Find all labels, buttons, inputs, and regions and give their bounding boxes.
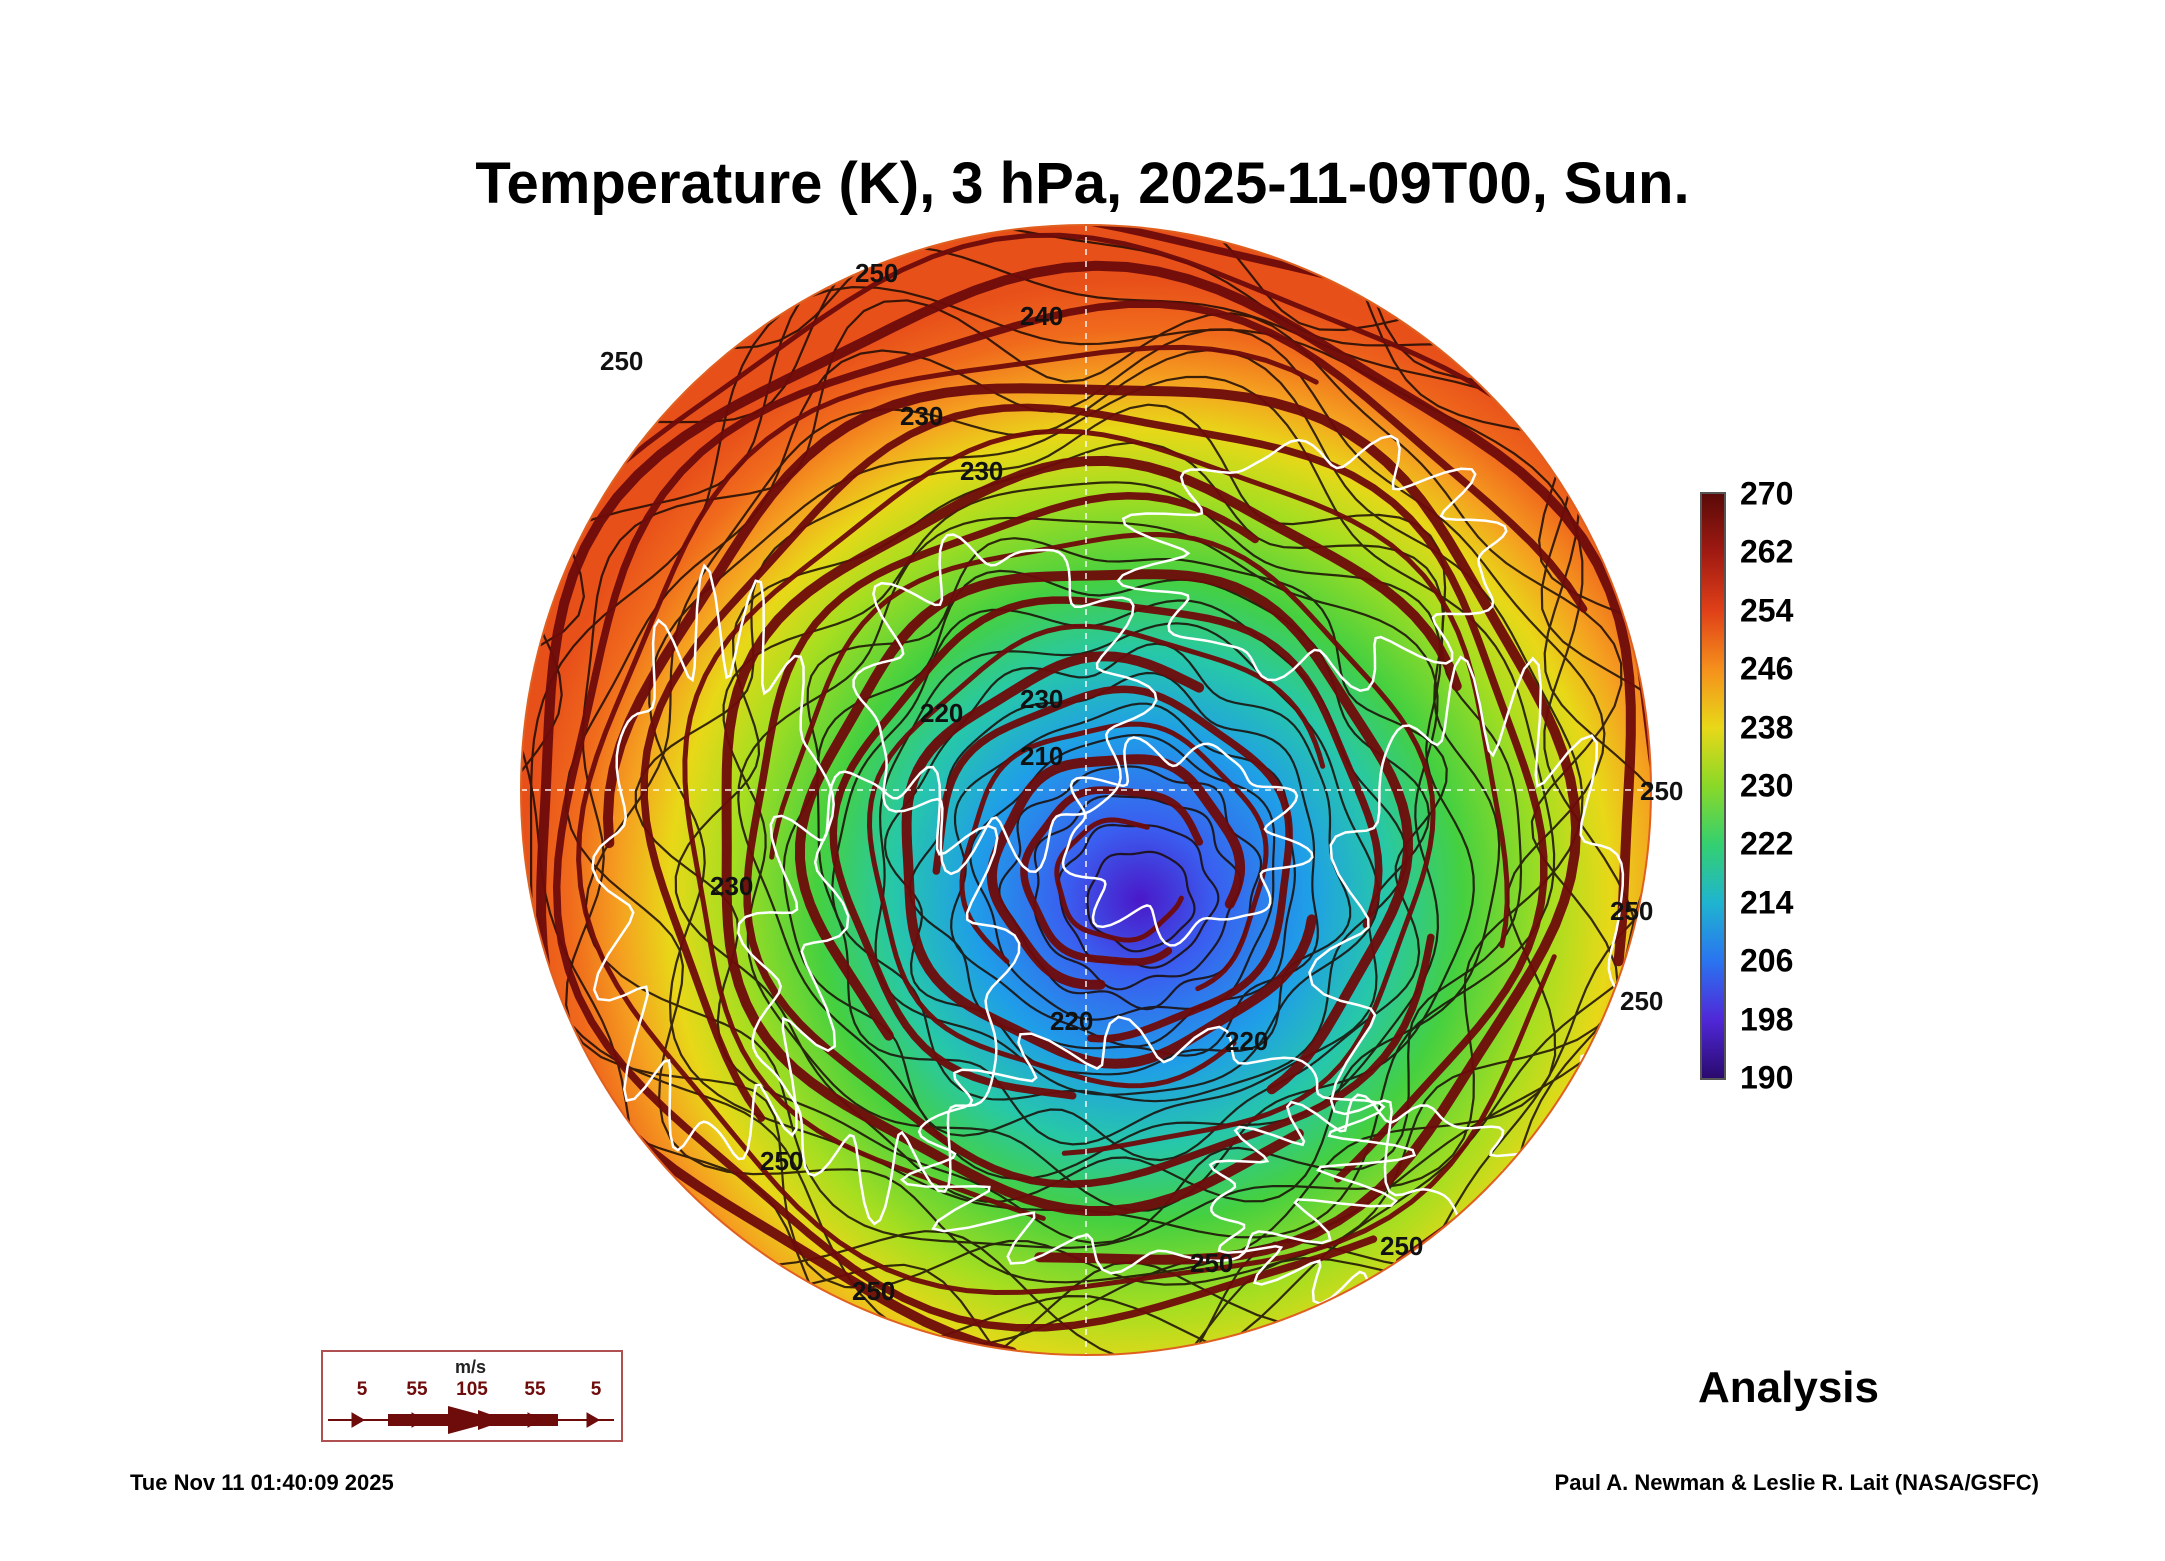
colorbar-tick-label: 214 xyxy=(1740,884,1794,921)
temperature-contour xyxy=(908,671,1319,1057)
wind-legend-unit: m/s xyxy=(455,1357,487,1377)
contour-label: 250 xyxy=(1640,776,1683,806)
footer-credit: Paul A. Newman & Leslie R. Lait (NASA/GS… xyxy=(1554,1470,2039,1495)
contour-label: 250 xyxy=(760,1146,803,1176)
wind-streamline xyxy=(1054,817,1184,943)
coastline xyxy=(1116,434,1508,693)
contour-label: 250 xyxy=(1610,896,1653,926)
wind-streamline xyxy=(743,491,1435,1189)
coastline xyxy=(900,1015,1417,1275)
map-title: Temperature (K), 3 hPa, 2025-11-09T00, S… xyxy=(475,151,1690,216)
footer-timestamp: Tue Nov 11 01:40:09 2025 xyxy=(130,1470,394,1495)
contour-label: 210 xyxy=(1020,741,1063,771)
wind-streamline xyxy=(576,344,1557,1296)
contour-label: 250 xyxy=(600,346,643,376)
wind-streamline xyxy=(829,596,1383,1100)
globe-rim xyxy=(520,224,1652,1356)
temperature-contour xyxy=(648,375,1556,1239)
contour-label: 250 xyxy=(855,258,898,288)
wind-streamline xyxy=(866,623,1326,1089)
contour-label: 250 xyxy=(852,1276,895,1306)
colorbar-tick-label: 270 xyxy=(1740,475,1794,512)
wind-streamline xyxy=(959,721,1269,992)
contour-label: 220 xyxy=(920,698,963,728)
wind-streamline xyxy=(986,754,1246,990)
wind-streamline xyxy=(721,455,1462,1217)
analysis-label: Analysis xyxy=(1698,1363,1879,1412)
contour-label: 220 xyxy=(1225,1026,1268,1056)
temperature-contour xyxy=(1033,794,1242,991)
wind-streamline xyxy=(602,383,1582,1265)
wind-legend-label: 5 xyxy=(356,1379,368,1400)
contour-label: 240 xyxy=(1020,301,1063,331)
colorbar-tick-label: 222 xyxy=(1740,825,1794,862)
contour-label: 230 xyxy=(960,456,1003,486)
colorbar-tick-label: 238 xyxy=(1740,709,1794,746)
coastline xyxy=(736,765,1021,1226)
temperature-contour xyxy=(883,642,1352,1076)
wind-streamline xyxy=(552,300,1588,1332)
colorbar-tick-label: 198 xyxy=(1740,1001,1794,1038)
temperature-contour xyxy=(564,299,1623,1290)
wind-streamline xyxy=(1020,786,1204,966)
wind-legend-label: 5 xyxy=(590,1379,602,1400)
contour-label: 220 xyxy=(1050,1006,1093,1036)
colorbar-tick-label: 246 xyxy=(1740,650,1794,687)
wind-legend-label: 55 xyxy=(406,1379,428,1400)
colorbar-tick-label: 206 xyxy=(1740,942,1794,979)
coastline xyxy=(591,563,850,1161)
colorbar-tick-label: 254 xyxy=(1740,592,1794,629)
wind-streamline xyxy=(640,403,1548,1183)
contour-label: 230 xyxy=(900,401,943,431)
contour-label: 230 xyxy=(1020,684,1063,714)
contour-label: 250 xyxy=(1380,1231,1423,1261)
colorbar-tick-label: 262 xyxy=(1740,533,1794,570)
colorbar xyxy=(1700,492,1726,1080)
colorbar-gradient xyxy=(1702,494,1724,1078)
wind-streamline xyxy=(932,685,1293,1043)
coastline xyxy=(1061,736,1314,947)
wind-streamline xyxy=(521,232,1651,1264)
wind-legend-box xyxy=(321,1350,623,1442)
wind-streamline xyxy=(682,428,1510,1221)
wind-legend-label: 55 xyxy=(524,1379,546,1400)
temperature-contour xyxy=(584,348,1584,1249)
contour-label: 230 xyxy=(710,871,753,901)
contour-label: 250 xyxy=(1190,1248,1233,1278)
coastline xyxy=(852,533,1158,876)
wind-legend-label: 105 xyxy=(456,1379,488,1400)
contour-label: 250 xyxy=(1620,986,1663,1016)
wind-legend-arrow xyxy=(328,1406,614,1434)
temperature-contour xyxy=(722,481,1475,1212)
colorbar-tick-label: 190 xyxy=(1740,1059,1794,1096)
colorbar-tick-label: 230 xyxy=(1740,767,1794,804)
